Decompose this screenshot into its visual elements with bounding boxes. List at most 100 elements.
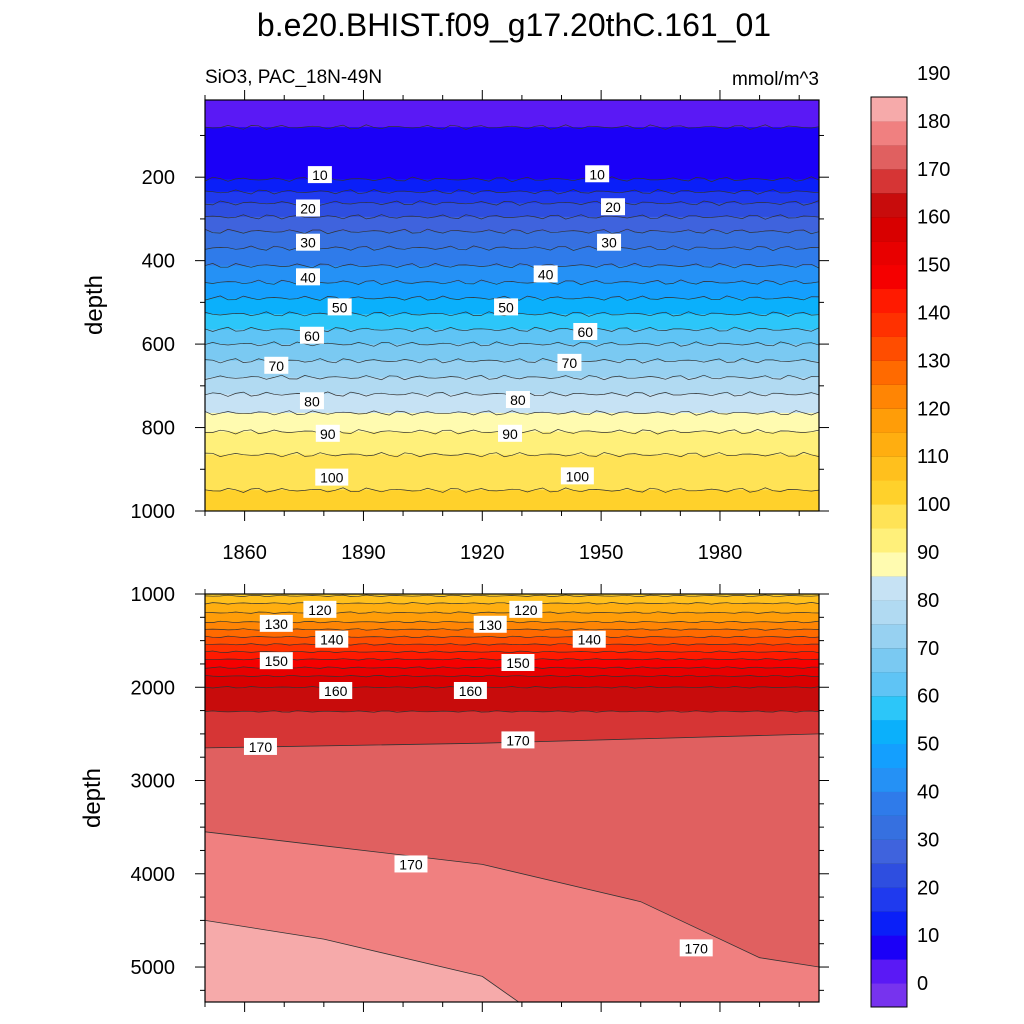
lower-contour-line — [205, 831, 819, 968]
upper-panel-contour-labels: 10 10 20 20 30 30 40 40 50 50 60 60 70 70 80 80 90 90 100 1… — [264, 165, 626, 486]
colorbar-tick-label: 140 — [917, 303, 950, 325]
upper-contour-line — [205, 358, 819, 364]
colorbar-tick-label: 10 — [917, 925, 939, 947]
colorbar-tick-label: 130 — [917, 350, 950, 372]
upper-contour-label: 90 — [502, 426, 518, 442]
lower-contour-line — [205, 686, 819, 689]
lower-panel-frame — [204, 593, 820, 1003]
colorbar-tick-label: 30 — [917, 829, 939, 851]
lower-contour-label-box — [243, 737, 277, 755]
colorbar-swatch — [871, 144, 907, 170]
colorbar-tick-label: 180 — [917, 111, 950, 133]
x-tick-label: 1950 — [579, 542, 624, 564]
upper-contour-label: 10 — [589, 166, 605, 182]
colorbar-tick-label: 80 — [917, 590, 939, 612]
upper-contour-label-box — [560, 467, 594, 485]
colorbar-swatch — [871, 575, 907, 601]
upper-contour-line — [205, 487, 819, 493]
upper-y-tick-label: 800 — [142, 418, 175, 440]
upper-band — [205, 179, 819, 193]
lower-band — [205, 644, 819, 653]
upper-contour-label-box — [533, 265, 558, 283]
colorbar-swatch — [871, 504, 907, 529]
lower-contour-label: 130 — [479, 617, 503, 633]
upper-contour-label-box — [299, 392, 324, 410]
lower-contour-line — [205, 733, 819, 749]
colorbar-swatch — [871, 432, 907, 457]
lower-contour-label-box — [501, 654, 535, 672]
upper-panel-frame — [204, 99, 820, 512]
upper-contour-label: 60 — [577, 324, 593, 340]
lower-band — [205, 676, 819, 688]
colorbar-swatch — [871, 959, 907, 984]
upper-band — [205, 344, 819, 362]
lower-contour-label-box — [501, 731, 535, 749]
lower-contour-line — [205, 594, 819, 598]
upper-contour-line — [205, 451, 819, 458]
colorbar-tick-label: 50 — [917, 734, 939, 756]
colorbar-swatch — [871, 552, 907, 577]
upper-band — [205, 360, 819, 378]
colorbar-swatch — [871, 288, 907, 314]
upper-contour-line — [205, 410, 819, 416]
lower-y-axis-label: depth — [79, 768, 106, 828]
upper-contour-label-box — [264, 356, 289, 374]
colorbar-swatch — [871, 767, 907, 792]
colorbar-tick-label: 40 — [917, 781, 939, 803]
upper-y-tick-label: 1000 — [131, 501, 176, 523]
upper-contour-label: 60 — [304, 328, 320, 344]
lower-band — [205, 667, 819, 677]
upper-band — [205, 248, 819, 267]
colorbar-swatch — [871, 97, 907, 122]
upper-band — [205, 203, 819, 218]
lower-y-tick-label: 5000 — [131, 957, 176, 979]
colorbar-swatch — [871, 743, 907, 769]
colorbar-tick-label: 100 — [917, 494, 950, 516]
colorbar-tick-label: 20 — [917, 877, 939, 899]
upper-band — [205, 265, 819, 283]
colorbar-swatch — [871, 120, 907, 146]
colorbar-tick-label: 160 — [917, 207, 950, 229]
upper-band — [205, 377, 819, 395]
lower-band — [205, 595, 819, 604]
lower-contour-label: 160 — [324, 683, 348, 699]
upper-contour-label-box — [498, 424, 523, 442]
colorbar-swatch — [871, 671, 907, 697]
x-tick-label: 1920 — [460, 542, 505, 564]
colorbar-swatch — [871, 528, 907, 553]
upper-band — [205, 454, 819, 491]
lower-contour-label-box — [679, 939, 713, 957]
upper-band — [205, 127, 819, 180]
upper-contour-label-box — [327, 298, 352, 316]
upper-contour-label: 20 — [300, 200, 316, 216]
lower-contour-line — [205, 710, 819, 713]
upper-contour-line — [205, 189, 819, 195]
upper-contour-line — [205, 262, 819, 269]
upper-contour-label: 90 — [320, 426, 336, 442]
lower-contour-label: 140 — [578, 632, 602, 648]
lower-contour-line — [205, 920, 520, 1002]
lower-y-tick-label: 1000 — [131, 584, 176, 606]
upper-contour-label-box — [295, 268, 320, 286]
upper-y-tick-label: 400 — [142, 251, 175, 273]
colorbar-swatch — [871, 983, 907, 1008]
lower-contour-label-box — [509, 600, 543, 618]
lower-y-tick-label: 2000 — [131, 677, 176, 699]
colorbar-swatch — [871, 384, 907, 409]
lower-contour-label-box — [315, 630, 349, 648]
upper-band — [205, 314, 819, 330]
colorbar-swatch — [871, 216, 907, 242]
colorbar-tick-label: 170 — [917, 159, 950, 181]
upper-contour-label: 100 — [320, 470, 344, 486]
lower-contour-label: 150 — [265, 653, 289, 669]
lower-contour-line — [205, 650, 819, 654]
colorbar-tick-label: 150 — [917, 255, 950, 277]
colorbar: 0 10 20 30 40 50 60 70 80 90 100 110 120 130 140 150 160… — [870, 63, 950, 1008]
upper-contour-label-box — [585, 165, 610, 183]
colorbar-swatch — [871, 719, 907, 745]
lower-contour-label-box — [572, 630, 606, 648]
upper-contour-label: 100 — [566, 468, 590, 484]
colorbar-swatch — [871, 408, 907, 433]
figure-title: b.e20.BHIST.f09_g17.20thC.161_01 — [257, 7, 771, 43]
